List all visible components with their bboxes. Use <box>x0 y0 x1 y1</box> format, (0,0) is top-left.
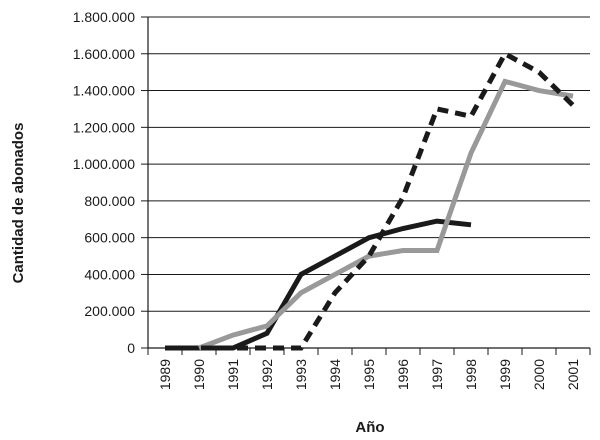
axes <box>141 16 591 355</box>
y-tick-label: 1.200.000 <box>73 119 135 135</box>
x-tick-label: 1992 <box>259 359 275 390</box>
x-tick-label: 1990 <box>191 359 207 390</box>
y-tick-label: 600.000 <box>84 230 135 246</box>
x-tick-label: 2001 <box>565 359 581 390</box>
y-tick-label: 1.800.000 <box>73 9 135 25</box>
series-line-2 <box>198 78 574 351</box>
x-tick-label: 1999 <box>497 359 513 390</box>
y-tick-labels: 0 200.000 400.000 600.000 800.000 1.000.000 1.… <box>73 9 136 356</box>
x-tick-label: 1996 <box>395 359 411 390</box>
y-tick-label: 400.000 <box>84 266 135 282</box>
series-line-1 <box>165 218 472 351</box>
y-tick-label: 200.000 <box>84 303 135 319</box>
x-tick-label: 1993 <box>293 359 309 390</box>
x-tick-label: 1997 <box>429 359 445 390</box>
x-tick-label: 1998 <box>463 359 479 390</box>
x-tick-label: 2000 <box>531 359 547 390</box>
series-lines <box>165 50 575 351</box>
y-tick-label: 1.400.000 <box>73 83 135 99</box>
y-tick-label: 0 <box>127 340 135 356</box>
x-tick-labels: 1989 1990 1991 1992 1993 1994 1995 1996 1997 1998… <box>157 359 581 390</box>
x-tick-label: 1991 <box>225 359 241 390</box>
x-tick-label: 1995 <box>361 359 377 390</box>
y-axis-title: Cantidad de abonados <box>10 123 27 284</box>
x-tick-label: 1989 <box>157 359 173 390</box>
gridlines <box>148 16 590 312</box>
y-tick-label: 1.600.000 <box>73 46 135 62</box>
y-tick-label: 1.000.000 <box>73 156 135 172</box>
x-tick-label: 1994 <box>327 359 343 390</box>
y-tick-label: 800.000 <box>84 193 135 209</box>
x-axis-title: Año <box>355 419 384 436</box>
